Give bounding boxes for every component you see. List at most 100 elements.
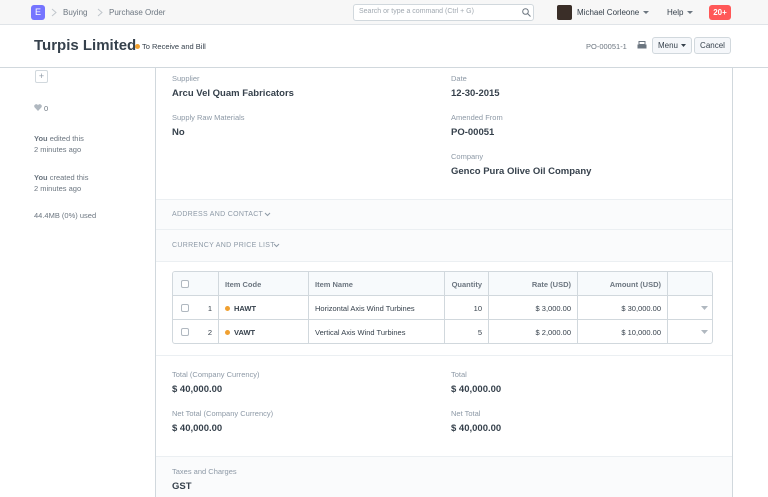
field-value: $ 40,000.00	[451, 384, 502, 395]
field-value: No	[172, 127, 185, 138]
field-label: Amended From	[451, 113, 503, 122]
search-placeholder: Search or type a command (Ctrl + G)	[359, 8, 474, 15]
activity-user: You	[34, 173, 48, 182]
caret	[681, 44, 686, 47]
field-label: Taxes and Charges	[172, 467, 237, 476]
row-index: 2	[207, 327, 212, 337]
field-value: $ 40,000.00	[451, 423, 502, 434]
activity-action: edited this	[49, 134, 84, 143]
status-dot	[135, 44, 140, 49]
item-code[interactable]: VAWT	[219, 320, 261, 343]
activity-action: created this	[49, 173, 89, 182]
caret	[701, 306, 708, 310]
section-band[interactable]	[156, 199, 732, 230]
row-select[interactable]	[175, 320, 195, 343]
rate: $ 3,000.00	[535, 303, 571, 313]
col-header: Rate (USD)	[531, 279, 571, 289]
col-header: Quantity	[451, 279, 482, 289]
col-header: Amount (USD)	[609, 279, 661, 289]
activity-time: 2 minutes ago	[34, 145, 82, 154]
item-name: Horizontal Axis Wind Turbines	[315, 303, 415, 313]
activity: You edited this 2 minutes ago	[34, 133, 84, 155]
amount: $ 30,000.00	[621, 303, 661, 313]
item-code-text: VAWT	[234, 327, 256, 337]
quantity: 10	[473, 303, 482, 313]
field-value: 12-30-2015	[451, 88, 500, 99]
field-value: GST	[172, 481, 192, 492]
usage: 44.4MB (0%) used	[34, 211, 97, 220]
chevron	[51, 8, 57, 17]
items-table: Item Code Item Name Quantity Rate (USD) …	[172, 271, 713, 344]
section-band	[156, 456, 732, 497]
item-name: Vertical Axis Wind Turbines	[315, 327, 406, 337]
section-title[interactable]: CURRENCY AND PRICE LIST	[172, 242, 275, 249]
field-label: Date	[451, 74, 467, 83]
activity-user: You	[34, 134, 48, 143]
cancel-button[interactable]: Cancel	[694, 37, 731, 54]
page-title: Turpis Limited	[34, 37, 137, 54]
row-edit[interactable]	[695, 320, 712, 343]
menu-label: Menu	[657, 41, 678, 50]
print-icon[interactable]	[637, 41, 647, 50]
field-label: Supply Raw Materials	[172, 113, 245, 122]
field-label: Total	[451, 370, 467, 379]
checkbox[interactable]	[181, 328, 189, 336]
table-header	[173, 272, 712, 296]
like-icon[interactable]	[34, 104, 42, 111]
help-menu[interactable]: Help	[667, 8, 684, 17]
status-dot	[225, 329, 230, 335]
col-header: Item Name	[315, 279, 353, 289]
search-box[interactable]	[353, 4, 534, 21]
logo[interactable]: E	[31, 5, 45, 20]
row-edit[interactable]	[695, 296, 712, 320]
status-dot	[225, 305, 230, 311]
menu-button[interactable]: Menu	[652, 37, 692, 54]
avatar[interactable]	[557, 5, 572, 20]
item-code[interactable]: HAWT	[219, 296, 262, 320]
checkbox[interactable]	[181, 304, 189, 312]
caret	[687, 11, 693, 14]
field-label: Net Total (Company Currency)	[172, 409, 274, 418]
checkbox[interactable]	[181, 280, 189, 288]
col-divider	[577, 272, 578, 343]
row-divider	[173, 319, 712, 320]
form-panel	[155, 68, 733, 497]
field-value: Genco Pura Olive Oil Company	[451, 166, 592, 177]
caret	[701, 330, 708, 334]
breadcrumb[interactable]: Purchase Order	[109, 8, 166, 17]
chevron-down	[273, 243, 280, 248]
row-select[interactable]	[175, 296, 195, 320]
field-label: Net Total	[451, 409, 481, 418]
col-header: Item Code	[225, 279, 262, 289]
breadcrumb[interactable]: Buying	[63, 8, 88, 17]
page-header	[0, 25, 768, 68]
col-divider	[667, 272, 668, 343]
chevron-down	[264, 212, 271, 217]
field-label: Total (Company Currency)	[172, 370, 260, 379]
field-value: $ 40,000.00	[172, 423, 223, 434]
activity-time: 2 minutes ago	[34, 184, 82, 193]
amount: $ 10,000.00	[621, 327, 661, 337]
status: To Receive and Bill	[142, 42, 206, 51]
rate: $ 2,000.00	[535, 327, 571, 337]
section-divider	[156, 355, 732, 356]
field-value: Arcu Vel Quam Fabricators	[172, 88, 294, 99]
section-band[interactable]	[156, 230, 732, 262]
section-title[interactable]: ADDRESS AND CONTACT	[172, 211, 264, 218]
col-divider	[218, 272, 219, 343]
field-label: Supplier	[172, 74, 200, 83]
search-icon	[522, 8, 531, 17]
select-all[interactable]	[175, 272, 195, 296]
add-button[interactable]: +	[35, 70, 48, 83]
notifications[interactable]: 20+	[709, 5, 731, 20]
col-divider	[308, 272, 309, 343]
like-count: 0	[44, 104, 49, 113]
field-value: $ 40,000.00	[172, 384, 223, 395]
field-value: PO-00051	[451, 127, 495, 138]
doc-id: PO-00051-1	[586, 42, 627, 51]
user-menu[interactable]: Michael Corleone	[577, 8, 640, 17]
col-divider	[444, 272, 445, 343]
row-index: 1	[207, 303, 212, 313]
